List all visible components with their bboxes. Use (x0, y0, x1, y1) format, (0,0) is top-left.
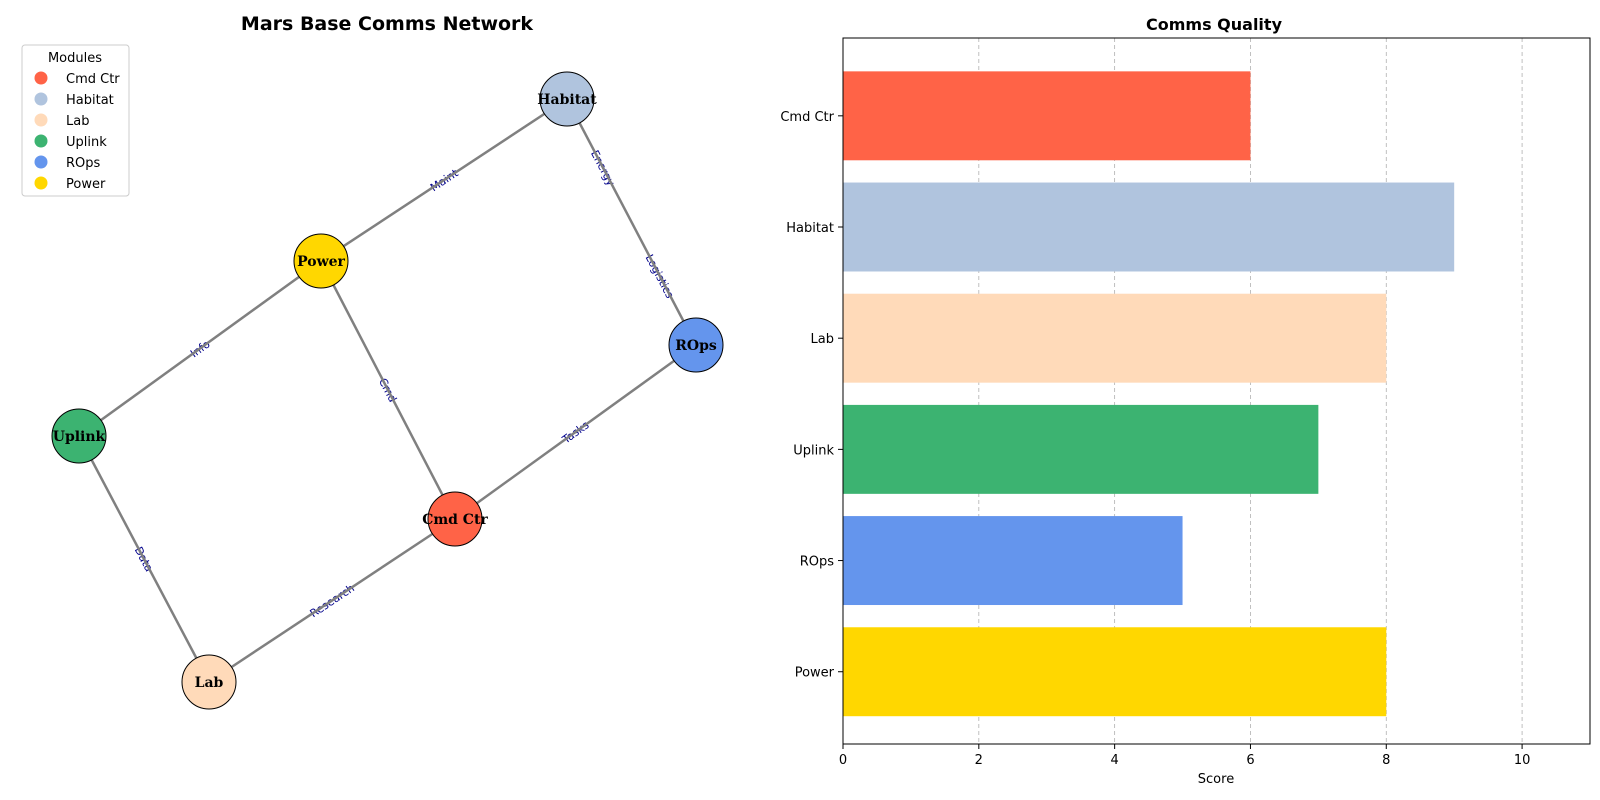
y-tick-label: Power (795, 666, 835, 681)
legend-marker (34, 155, 48, 169)
y-tick-label: ROps (800, 555, 835, 570)
legend-label: Lab (66, 114, 89, 129)
edge-power-habitat (320, 97, 568, 263)
bar-cmd-ctr (843, 71, 1251, 161)
legend-marker (34, 176, 48, 190)
legend-entry: Power (34, 176, 106, 192)
y-tick-label: Cmd Ctr (780, 110, 834, 125)
bar-habitat (843, 182, 1455, 272)
y-tick-label: Habitat (786, 221, 834, 236)
legend-title: Modules (48, 51, 102, 66)
legend-label: Uplink (66, 135, 107, 150)
legend-entry: Habitat (34, 92, 114, 108)
legend-label: Cmd Ctr (66, 72, 120, 87)
edge-cmd-rops (454, 343, 697, 521)
x-tick-label: 6 (1246, 753, 1254, 768)
legend-label: ROps (66, 156, 101, 171)
bar-panel: Comms Quality 0 2 4 6 8 10 Cmd Ctr Habitat Lab U… (780, 15, 1591, 787)
node-label: Power (297, 254, 345, 270)
bars (843, 71, 1455, 717)
x-tick-label: 8 (1382, 753, 1390, 768)
legend-marker (34, 113, 48, 127)
node-lab: Lab (181, 654, 237, 710)
edge-lab-cmd (208, 517, 456, 684)
legend-marker (34, 71, 48, 85)
node-label: Habitat (537, 92, 597, 108)
edge-power-cmd (319, 260, 457, 520)
x-axis-ticks: 0 2 4 6 8 10 (839, 744, 1531, 768)
y-axis-ticks: Cmd Ctr Habitat Lab Uplink ROps Power (780, 110, 843, 681)
legend-marker (34, 134, 48, 148)
legend-label: Habitat (66, 93, 114, 108)
network-title: Mars Base Comms Network (241, 13, 533, 35)
legend-entry: Uplink (34, 134, 107, 150)
bar-rops (843, 516, 1183, 606)
edge-power-uplink (78, 259, 322, 438)
x-tick-label: 4 (1110, 753, 1118, 768)
node-circle (293, 233, 349, 289)
x-tick-label: 10 (1514, 753, 1531, 768)
bar-power (843, 627, 1387, 717)
network-nodes: Cmd Ctr Habitat Lab Uplink ROps Power (51, 71, 724, 710)
node-circle (51, 408, 107, 464)
legend-entries: Cmd Ctr Habitat Lab Uplink ROps Power (34, 71, 120, 192)
node-habitat: Habitat (537, 71, 597, 127)
node-circle (668, 317, 724, 373)
node-cmd: Cmd Ctr (422, 491, 488, 547)
node-label: Cmd Ctr (422, 512, 488, 528)
y-tick-label: Uplink (793, 443, 834, 458)
x-axis-label: Score (1198, 772, 1234, 787)
bar-lab (843, 293, 1387, 383)
node-label: ROps (675, 338, 717, 354)
edge-habitat-rops (565, 98, 698, 346)
plot-frame (842, 37, 1591, 745)
edge-uplink-lab (77, 435, 211, 683)
bar-chart-title: Comms Quality (1146, 15, 1283, 34)
legend-entry: Cmd Ctr (34, 71, 120, 87)
x-gridlines (978, 38, 1523, 744)
bar-uplink (843, 404, 1319, 494)
legend-frame (21, 44, 130, 197)
legend-entry: ROps (34, 155, 101, 171)
node-uplink: Uplink (51, 408, 107, 464)
node-power: Power (293, 233, 349, 289)
network-panel: Mars Base Comms Network MaintEnergyLogis… (21, 13, 724, 710)
node-circle (181, 654, 237, 710)
node-circle (427, 491, 483, 547)
legend-marker (34, 92, 48, 106)
x-tick-label: 2 (975, 753, 983, 768)
x-tick-label: 0 (839, 753, 847, 768)
node-circle (539, 71, 595, 127)
node-label: Uplink (53, 429, 106, 445)
network-edges: MaintEnergyLogisticsInfoCmdTasksDataRese… (77, 97, 698, 684)
node-label: Lab (195, 675, 224, 691)
y-tick-label: Lab (811, 332, 834, 347)
legend: Modules Cmd Ctr Habitat Lab Uplink ROps Power (21, 44, 130, 197)
legend-label: Power (66, 177, 106, 192)
node-rops: ROps (668, 317, 724, 373)
legend-entry: Lab (34, 113, 89, 129)
